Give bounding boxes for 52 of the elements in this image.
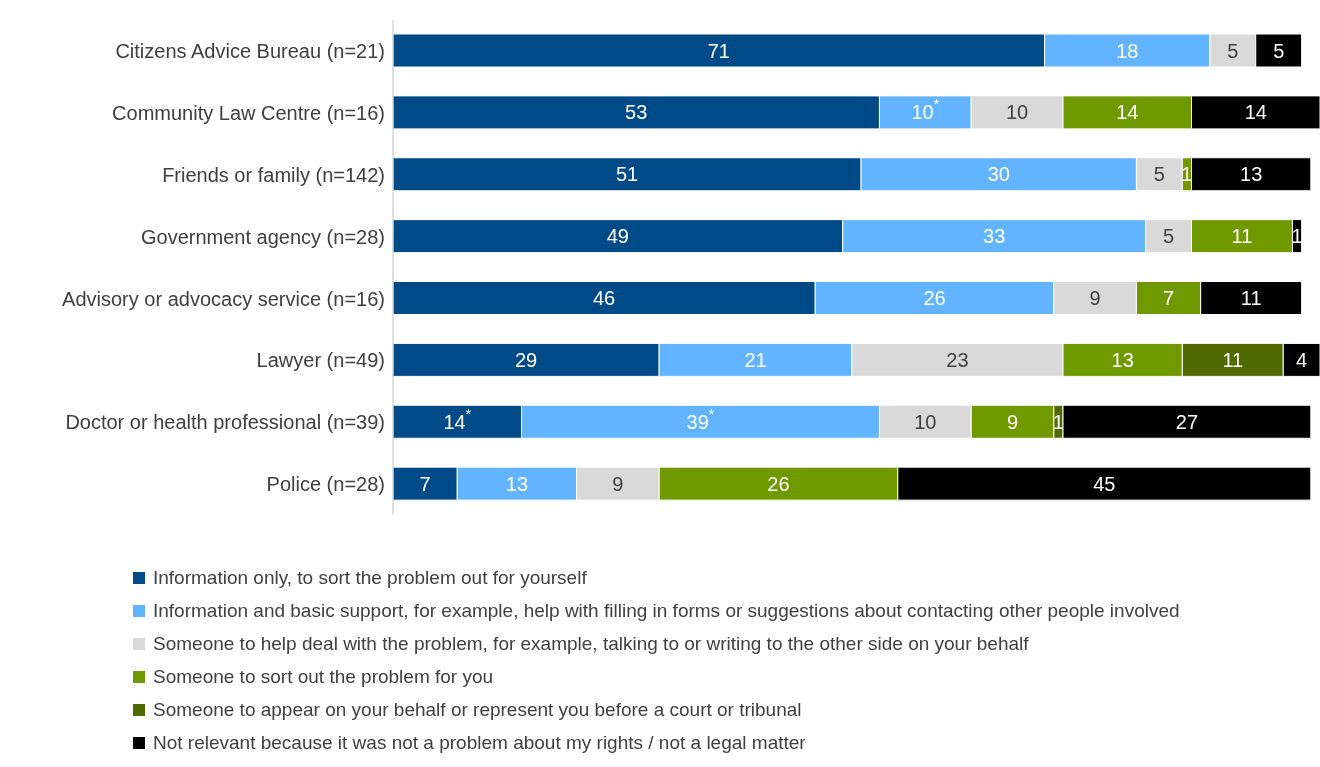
data-label: 21: [744, 348, 767, 371]
data-label: 23: [946, 348, 969, 371]
data-label: 71: [707, 39, 730, 62]
y-tick-label: Community Law Centre (n=16): [112, 101, 385, 124]
y-tick-label: Friends or family (n=142): [162, 163, 385, 186]
data-label: 7: [419, 472, 431, 495]
data-label: 14$^{*}$: [443, 405, 472, 433]
legend-label: Information only, to sort the problem out for yourself: [153, 566, 587, 589]
legend-label: Someone to appear on your behalf or represent you before a court or tribunal: [153, 698, 802, 721]
data-label: 49: [606, 225, 629, 248]
data-label: 10: [1005, 101, 1029, 124]
data-label: 27: [1175, 410, 1199, 433]
data-label: 29: [514, 348, 538, 371]
y-tick-label: Doctor or health professional (n=39): [65, 411, 385, 434]
data-label: 5: [1153, 163, 1165, 186]
data-label: 9: [1089, 287, 1101, 309]
data-label: 26: [923, 287, 946, 309]
y-tick-label: Lawyer (n=49): [256, 349, 385, 372]
data-label: 11: [1231, 225, 1253, 248]
data-label: 10: [914, 410, 937, 433]
data-label: 45: [1093, 472, 1116, 495]
data-label: 30: [987, 163, 1010, 186]
legend-label: Someone to help deal with the problem, for example, talking to or writing to the other side on your behalf: [153, 632, 1029, 655]
legend-label: Someone to sort out the problem for you: [153, 665, 494, 688]
y-tick-label: Police (n=28): [266, 473, 385, 496]
data-label: 4: [1296, 348, 1308, 371]
data-label: 33: [983, 225, 1006, 248]
legend-label: Not relevant because it was not a problem about my rights / not a legal matter: [153, 731, 806, 754]
y-tick-label: Government agency (n=28): [140, 225, 385, 248]
data-label: 14: [1116, 101, 1139, 124]
data-label: 53: [625, 101, 648, 124]
legend-label: Information and basic support, for example, help with filling in forms or suggestions about contacting other people involved: [153, 599, 1180, 622]
data-label: 18: [1116, 39, 1139, 62]
data-label: 13: [1240, 163, 1263, 186]
data-label: 13: [1111, 348, 1134, 371]
data-label: 11: [1222, 348, 1244, 371]
data-label: 10$^{*}$: [911, 96, 940, 124]
data-label: 9: [1006, 410, 1019, 433]
data-label: 13: [505, 472, 529, 495]
data-label: 7: [1163, 287, 1175, 309]
data-label: 14: [1244, 101, 1267, 124]
data-label: 51: [615, 163, 639, 186]
data-label: 46: [592, 287, 616, 309]
data-label: 39$^{*}$: [686, 405, 715, 433]
data-label: 11: [1240, 287, 1262, 309]
data-label: 5: [1227, 39, 1239, 62]
y-tick-label: Citizens Advice Bureau (n=21): [115, 40, 385, 63]
data-label: 26: [767, 472, 790, 495]
data-label: 5: [1273, 39, 1285, 62]
data-label: 5: [1163, 225, 1175, 248]
data-label: 9: [612, 472, 624, 495]
y-tick-label: Advisory or advocacy service (n=16): [62, 287, 385, 310]
